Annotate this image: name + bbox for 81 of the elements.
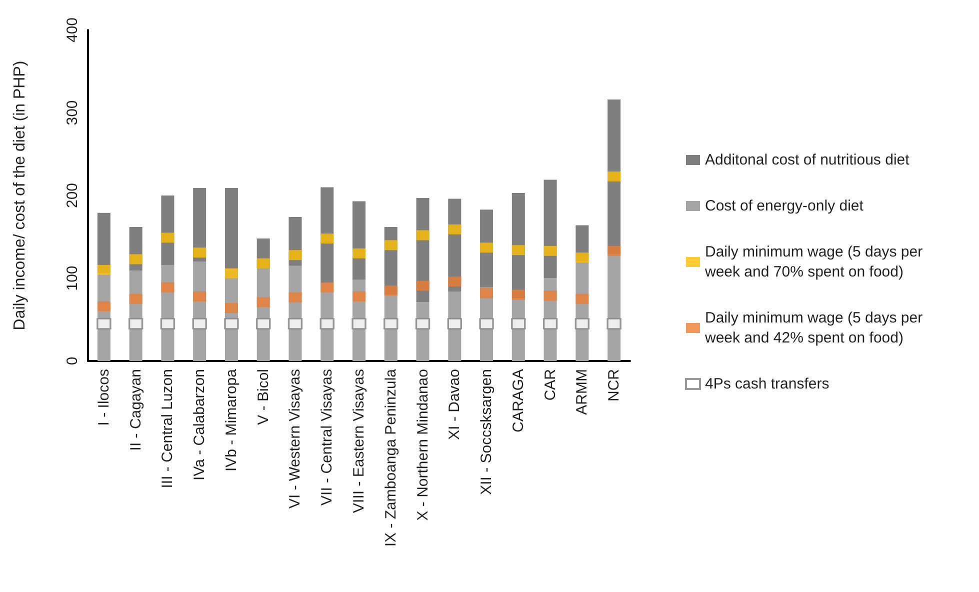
point [608, 171, 621, 182]
bar [544, 180, 557, 278]
point [608, 246, 621, 256]
point [256, 318, 271, 330]
point [161, 232, 174, 243]
y-tick-label: 400 [64, 17, 81, 43]
point [129, 294, 142, 304]
point [576, 294, 589, 304]
legend-label: Daily minimum wage (5 days per week and 42% spent on food) [704, 310, 927, 346]
point [448, 224, 462, 234]
x-tick-label: NCR [606, 368, 623, 402]
x-tick-label: ARMM [574, 369, 591, 415]
point [574, 318, 590, 330]
x-tick-label: XI - Davao [446, 369, 464, 440]
x-tick-label: IVb - Mimaropa [222, 368, 240, 472]
point [320, 234, 334, 244]
point [320, 282, 334, 292]
x-tick-label: III - Central Luzon [159, 369, 176, 488]
point [416, 230, 430, 240]
x-tick-label: V - Bicol [254, 369, 272, 425]
x-tick-label: II - Cagayan [127, 369, 144, 451]
point [512, 245, 525, 256]
y-tick-label: 100 [64, 266, 81, 291]
point [544, 290, 557, 301]
point [129, 254, 142, 264]
point [479, 318, 494, 330]
point [544, 246, 557, 256]
x-tick-label: VIII - Eastern Visayas [350, 369, 368, 513]
x-tick-label: I - Ilocos [95, 369, 112, 426]
point [543, 318, 558, 330]
point [384, 240, 398, 250]
x-tick-label: CARAGA [510, 369, 527, 432]
point [480, 288, 494, 298]
point [224, 303, 238, 314]
legend-label: 4Ps cash transfers [705, 376, 830, 392]
y-tick-label: 300 [64, 100, 81, 126]
legend-label: Additonal cost of nutritious diet [705, 152, 910, 168]
point [384, 318, 398, 330]
point [256, 258, 270, 268]
point [384, 286, 398, 296]
point [447, 318, 462, 330]
point [576, 252, 589, 263]
bar [224, 188, 238, 270]
point [96, 318, 112, 330]
point [511, 318, 526, 330]
point [192, 318, 207, 330]
x-tick-label: CAR [542, 368, 559, 401]
point [193, 248, 206, 258]
x-tick-label: VII - Central Visayas [318, 369, 336, 506]
point [160, 318, 175, 330]
y-tick-label: 200 [64, 182, 81, 208]
legend-label: Cost of energy-only diet [705, 198, 864, 214]
point [224, 318, 239, 330]
point [97, 301, 110, 312]
point [352, 291, 366, 302]
point [97, 264, 110, 275]
point [161, 282, 174, 292]
y-tick-label: 0 [64, 356, 81, 366]
point [416, 280, 430, 291]
point [288, 250, 302, 260]
point [224, 268, 238, 278]
x-tick-label: XII - Soccsksargen [478, 369, 496, 495]
point [512, 290, 525, 300]
x-tick-label: VI - Western Visayas [286, 369, 304, 508]
point [288, 292, 302, 302]
point [416, 318, 430, 330]
point [352, 318, 366, 330]
x-tick-label: X - Northern Mindanao [414, 369, 432, 521]
point [256, 297, 270, 308]
point [480, 242, 494, 253]
point [606, 318, 622, 330]
point [288, 318, 302, 330]
point [320, 318, 334, 330]
point [193, 291, 206, 302]
point [352, 248, 366, 258]
x-tick-label: IX - Zamboanga Peninzula [382, 368, 400, 547]
point [128, 318, 144, 330]
point [448, 276, 462, 287]
y-axis-title: Daily income/ cost of the diet (in PHP) [12, 60, 28, 330]
legend-label: Daily minimum wage (5 days per week and 70% spent on food) [704, 244, 927, 280]
x-tick-label: IVa - Calabarzon [191, 369, 208, 480]
